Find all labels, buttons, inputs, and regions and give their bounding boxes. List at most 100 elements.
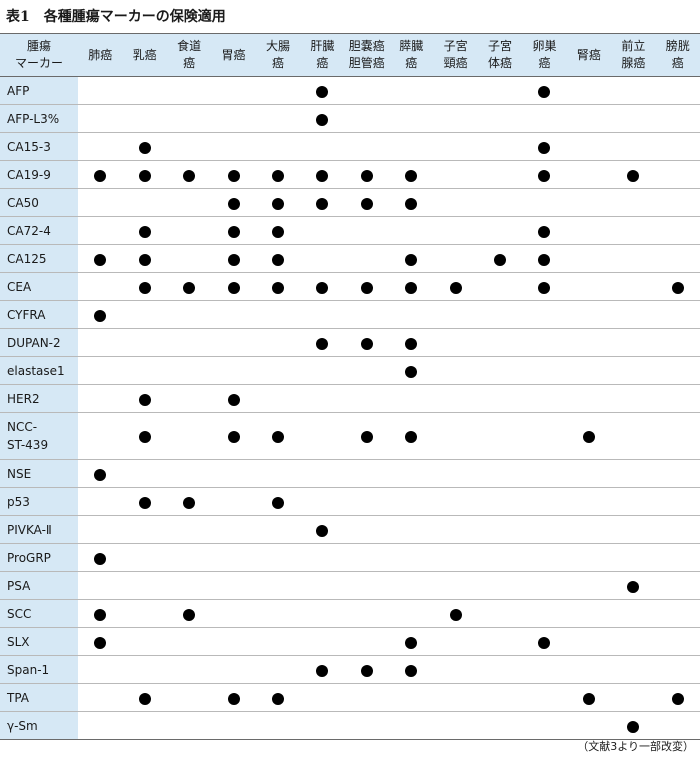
table-cell [78,300,123,329]
table-cell [655,104,700,133]
covered-dot-icon [138,393,151,406]
table-cell [611,384,656,413]
table-cell [300,132,345,161]
table-cell [166,515,212,544]
covered-dot-icon [138,253,151,266]
table-cell [611,627,656,656]
table-cell [433,515,478,544]
table-row: γ-Sm [0,711,700,740]
table-cell [166,104,212,133]
table-cell [255,599,301,628]
covered-dot-icon [316,524,329,537]
table-cell [611,515,656,544]
table-cell [344,543,389,572]
header-line: 頸癌 [443,56,468,70]
covered-dot-icon [405,664,418,677]
header-line: 腎癌 [576,47,601,62]
table-cell [78,412,123,460]
table-cell [211,244,256,273]
table-cell [433,272,478,301]
table-cell [255,683,301,712]
table-cell [477,571,523,600]
table-cell [655,711,700,740]
covered-dot-icon [538,253,551,266]
covered-dot-icon [449,608,462,621]
table-cell [655,76,700,105]
table-row: CA19-9 [0,160,700,189]
table-cell [433,132,478,161]
table-cell [611,711,656,740]
table-cell [389,188,434,217]
table-cell [122,683,167,712]
table-cell [255,711,301,740]
table-cell [78,244,123,273]
table-cell [389,543,434,572]
marker-name: DUPAN-2 [7,335,61,350]
marker-name: CA15-3 [7,139,51,154]
table-row: Span-1 [0,655,700,684]
table-cell [122,412,167,460]
covered-dot-icon [94,309,107,322]
header-line: 膵臓 [399,39,424,53]
table-cell [344,384,389,413]
table-cell [611,328,656,357]
covered-dot-icon [360,281,373,294]
table-cell [166,76,212,105]
table-cell [477,160,523,189]
table-cell [611,487,656,516]
table-cell [78,515,123,544]
table-cell [300,711,345,740]
header-line: マーカー [15,56,64,70]
table-cell [122,711,167,740]
table-cell [211,356,256,385]
table-cell [166,711,212,740]
table-cell [655,571,700,600]
table-cell [344,188,389,217]
table-cell [122,543,167,572]
table-cell [522,683,567,712]
covered-dot-icon [538,636,551,649]
table-cell [211,272,256,301]
table-cell [122,487,167,516]
table-cell [166,655,212,684]
marker-name-cell: p53 [0,487,79,516]
covered-dot-icon [538,141,551,154]
table-cell [166,188,212,217]
covered-dot-icon [405,253,418,266]
covered-dot-icon [227,431,240,443]
table-cell [211,515,256,544]
table-cell [255,104,301,133]
covered-dot-icon [627,169,640,182]
table-cell [211,627,256,656]
table-cell [522,487,567,516]
table-cell [255,459,301,488]
table-cell [344,104,389,133]
table-cell [477,188,523,217]
column-header: 前立 腺癌 [611,33,656,77]
covered-dot-icon [316,169,329,182]
covered-dot-icon [94,253,107,266]
covered-dot-icon [538,169,551,182]
table-row: PSA [0,571,700,600]
marker-name-cell: ProGRP [0,543,79,572]
table-cell [522,216,567,245]
covered-dot-icon [360,431,373,443]
marker-name: elastase1 [7,363,65,378]
table-cell [389,356,434,385]
marker-name-cell: HER2 [0,384,79,413]
covered-dot-icon [94,608,107,621]
table-cell [522,160,567,189]
marker-name: CEA [7,279,32,294]
header-cell-marker: 腫瘍 マーカー [0,33,79,77]
column-header: 膵臓癌 [389,33,434,77]
table-cell [78,356,123,385]
column-header: 子宮 体癌 [477,33,523,77]
marker-name: CYFRA [7,307,46,322]
table-cell [477,104,523,133]
table-cell [255,515,301,544]
table-cell [477,515,523,544]
table-cell [522,412,567,460]
table-cell [122,216,167,245]
table-cell [122,272,167,301]
header-line: 食道 [177,39,202,53]
